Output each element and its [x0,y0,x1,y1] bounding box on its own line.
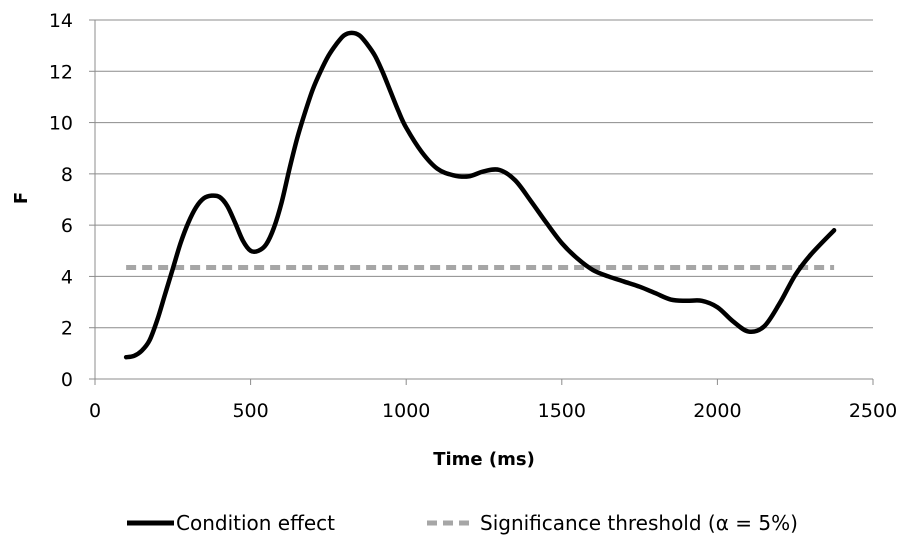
y-tick-label: 4 [61,266,73,288]
x-tick-label: 2000 [693,400,741,422]
y-tick-label: 0 [61,369,73,391]
x-tick-label: 500 [232,400,268,422]
y-tick-label: 2 [61,318,73,340]
series-line-condition-effect [123,30,837,360]
x-tick-label: 2500 [849,400,897,422]
x-axis-title: Time (ms) [433,449,535,470]
y-axis-title: F [11,192,32,204]
y-tick-label: 10 [49,113,73,135]
x-tick-label: 1000 [382,400,430,422]
gridlines [95,19,873,329]
y-tick-label: 6 [61,215,73,237]
axes: 0 2 4 6 8 10 12 14 0 500 1000 1500 2000 2500 [49,10,897,422]
legend-label-significance-threshold: Significance threshold (α = 5%) [480,511,798,535]
legend-label-condition-effect: Condition effect [176,511,335,535]
y-tick-label: 8 [61,164,73,186]
y-tick-label: 12 [49,61,73,83]
y-tick-label: 14 [49,10,73,32]
x-tick-label: 1500 [538,400,586,422]
series-lines [123,30,837,360]
x-tick-label: 0 [89,400,101,422]
legend: Condition effect Significance threshold … [127,511,798,535]
